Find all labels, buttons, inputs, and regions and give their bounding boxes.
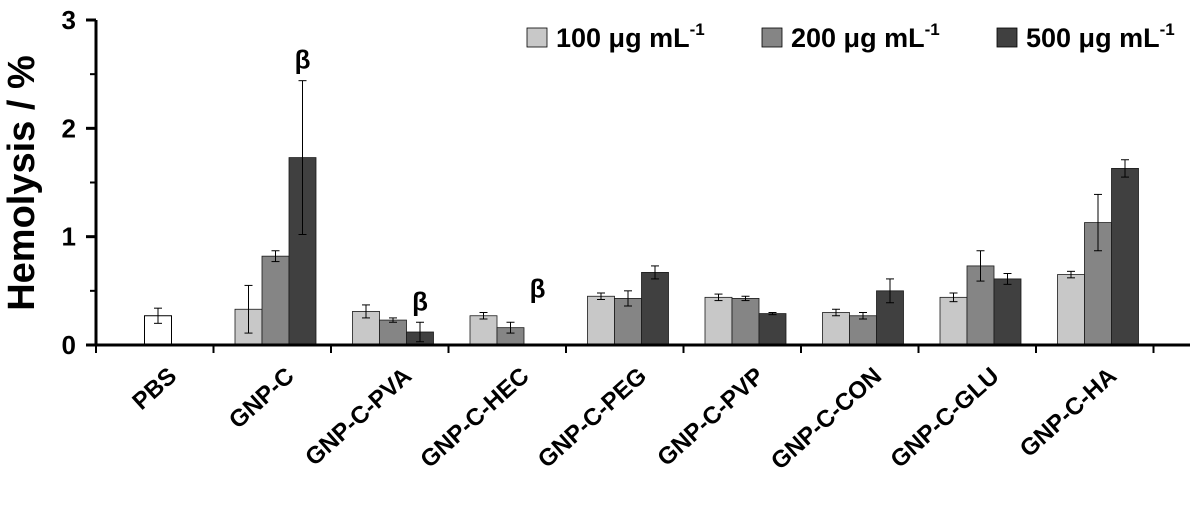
legend-swatch-1 — [526, 27, 548, 48]
x-tick-label-gnp-c-pva: GNP-C-PVA — [300, 362, 417, 471]
bar-gnp-c-hec-series-1 — [469, 315, 498, 346]
x-tick-label-gnp-c-hec: GNP-C-HEC — [415, 362, 534, 473]
legend-label-3: 500 μg mL-1 — [1026, 20, 1175, 53]
legend-swatch-2 — [761, 27, 783, 48]
y-tick-label-0: 0 — [62, 330, 76, 360]
annotation-beta-3: β — [530, 273, 546, 303]
x-tick-label-gnp-c-ha: GNP-C-HA — [1015, 362, 1122, 462]
y-tick-label-2: 2 — [62, 113, 76, 143]
x-tick-label-gnp-c-peg: GNP-C-PEG — [533, 362, 652, 473]
bar-gnp-c-peg-series-3 — [641, 272, 669, 346]
y-axis-label: Hemolysis / % — [1, 55, 43, 311]
bar-gnp-c-pva-series-2 — [379, 319, 407, 346]
bar-gnp-c-peg-series-1 — [587, 295, 615, 346]
x-tick-label-gnp-c-pvp: GNP-C-PVP — [652, 362, 769, 471]
bar-gnp-c-pvp-series-2 — [731, 298, 760, 346]
x-tick-label-pbs: PBS — [127, 362, 182, 415]
bar-gnp-c-con-series-1 — [822, 312, 850, 346]
bar-gnp-c-pvp-series-1 — [704, 296, 733, 346]
y-tick-label-3: 3 — [62, 5, 76, 35]
legend-swatch-3 — [996, 27, 1018, 48]
legend-unit-superscript-1: -1 — [690, 20, 705, 39]
annotation-beta-2: β — [412, 286, 428, 316]
bar-gnp-c-con-series-2 — [849, 315, 877, 346]
bar-gnp-c-ha-series-3 — [1111, 168, 1139, 346]
bar-gnp-c-ha-series-1 — [1057, 274, 1085, 346]
bar-gnp-c-glu-series-3 — [993, 278, 1022, 346]
x-tick-label-gnp-c-glu: GNP-C-GLU — [885, 362, 1004, 473]
bar-gnp-c-pvp-series-3 — [758, 313, 787, 346]
annotation-beta-1: β — [295, 45, 311, 75]
legend-label-2: 200 μg mL-1 — [791, 20, 940, 53]
legend-unit-superscript-2: -1 — [925, 20, 940, 39]
x-tick-label-gnp-c: GNP-C — [224, 362, 300, 434]
bar-gnp-c-series-2 — [261, 255, 290, 346]
bar-gnp-c-glu-series-1 — [939, 296, 968, 346]
legend-unit-superscript-3: -1 — [1160, 20, 1175, 39]
legend-label-1: 100 μg mL-1 — [556, 20, 705, 53]
y-tick-label-1: 1 — [62, 222, 76, 252]
x-tick-label-gnp-c-con: GNP-C-CON — [766, 362, 887, 475]
